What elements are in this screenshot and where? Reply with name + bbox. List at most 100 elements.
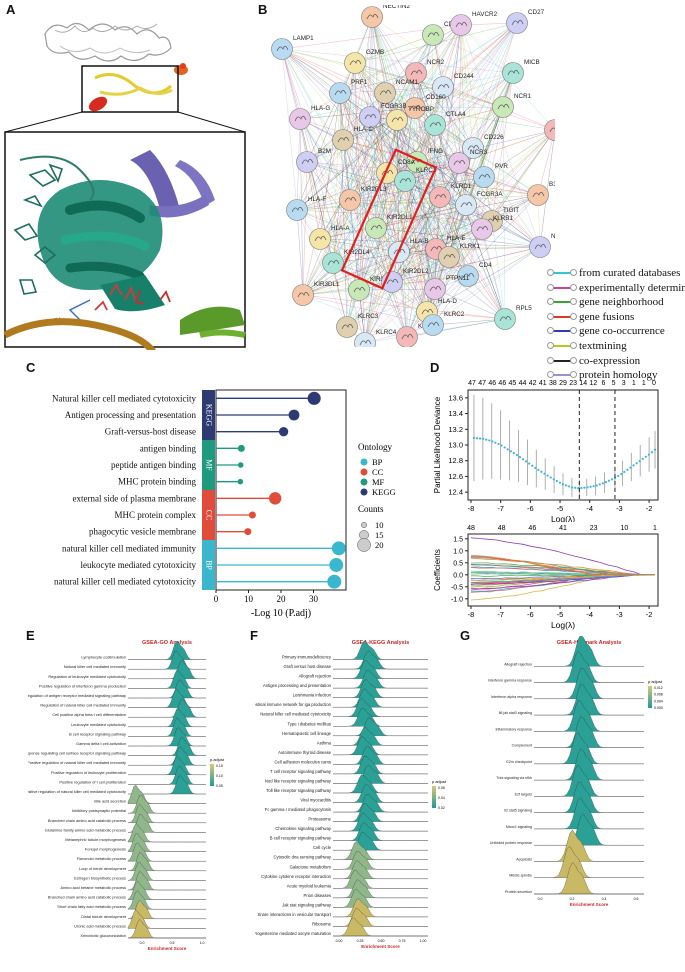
network-edge	[319, 238, 400, 253]
top-tick-label: 1	[632, 380, 636, 387]
node-circle	[348, 279, 370, 301]
y-tick-label: 12.6	[448, 472, 463, 481]
legend-label: 15	[375, 530, 384, 540]
ridge-density	[533, 748, 645, 781]
network-edge	[296, 209, 304, 296]
ridge-term-label: Branched chain amino acid catabolic proc…	[48, 818, 126, 823]
ridge-term-label: Cytosolic dna sensing pathway	[274, 855, 332, 860]
node-structure-icon	[341, 323, 354, 330]
coefficient-path	[470, 537, 656, 576]
ridge-density	[332, 727, 429, 746]
node-structure-icon	[434, 193, 447, 200]
node-structure-icon	[534, 243, 547, 250]
cv-point	[497, 442, 500, 446]
node-structure-icon	[344, 196, 357, 203]
ridge-term-label: Positive regulation of interferon gamma …	[39, 683, 126, 688]
network-edge	[302, 294, 434, 326]
network-edge	[416, 22, 518, 163]
x-axis-label: Enrichment Score	[148, 946, 187, 951]
network-edge	[414, 107, 441, 198]
network-edge	[404, 180, 539, 196]
network-node: CD160	[404, 94, 446, 119]
network-edge	[432, 34, 514, 74]
ridge-term-label: Natural killer cell mediated immunity	[64, 664, 126, 669]
node-structure-icon	[478, 173, 491, 180]
network-edge	[346, 204, 467, 328]
network-edge	[319, 204, 467, 240]
node-label: CD8A	[398, 159, 416, 166]
network-node: NCR1	[492, 93, 532, 118]
ridge-density	[127, 852, 206, 871]
node-structure-icon	[297, 291, 310, 298]
network-edge	[375, 227, 469, 277]
node-structure-icon	[429, 121, 442, 128]
node-label: KLRC3	[358, 313, 379, 320]
network-edge	[302, 281, 393, 296]
legend-label: 20	[375, 540, 384, 550]
network-edge	[319, 238, 434, 326]
ridge-density	[128, 765, 206, 785]
ontology-strip	[202, 490, 215, 540]
network-edge	[491, 220, 506, 320]
node-label: CD27	[528, 9, 545, 16]
lollipop-dot	[307, 391, 321, 405]
legend-dot	[360, 488, 368, 496]
node-circle	[339, 189, 361, 211]
x-tick-label: -3	[616, 504, 623, 513]
network-node: CD8A	[376, 159, 416, 184]
ridge-term-label: Short chain fatty acid metabolic process	[57, 904, 126, 909]
node-label: NCR3	[470, 149, 488, 156]
top-tick-label: 46	[488, 380, 496, 387]
network-edge	[448, 256, 506, 320]
node-label: KIR2DL1	[387, 214, 413, 221]
ridge-term-label: Intestinal immune network for iga produc…	[255, 702, 332, 707]
x-axis-label: Log(λ)	[551, 620, 575, 630]
x-tick-label: -6	[527, 610, 534, 619]
gsea-go-ridge-chart: GSEA-GO Analysis Lymphocyte costimulation…	[28, 640, 225, 951]
cv-point	[564, 484, 568, 487]
cv-point	[620, 472, 623, 476]
ridge-term-label: Il2 stat5 signaling	[504, 809, 532, 813]
ontology-strip-label: MF	[205, 459, 214, 471]
x-tick-label: -5	[557, 610, 564, 619]
network-edge	[406, 275, 469, 338]
chart-title: GSEA-GO Analysis	[142, 640, 192, 646]
cv-point	[521, 458, 525, 461]
x-tick-label: 10	[244, 594, 254, 604]
network-edge	[386, 22, 518, 174]
panel-label-g: G	[460, 628, 471, 643]
ridge-density	[332, 641, 429, 660]
ridge-term-label: Glutamine family amino acid metabolic pr…	[45, 827, 126, 832]
network-edge	[398, 162, 460, 253]
legend-swatch	[547, 312, 577, 320]
coefficient-path	[470, 574, 656, 582]
y-tick-label: 1.0	[453, 548, 463, 555]
network-edge	[281, 48, 514, 74]
cv-point	[567, 485, 571, 488]
network-node: PTPN11	[424, 275, 470, 300]
node-label: NCR2	[427, 59, 445, 66]
cv-point	[555, 479, 558, 483]
lollipop-dot	[248, 511, 256, 519]
node-label: RPL5	[516, 305, 532, 312]
network-edge	[416, 161, 436, 290]
node-label: CD244	[454, 73, 474, 80]
panel-label-c: C	[26, 360, 36, 375]
x-tick-label: 0.25	[357, 939, 364, 943]
node-label: HLA-E	[447, 235, 466, 242]
network-edge	[415, 72, 467, 206]
network-edge	[339, 92, 418, 163]
ppi-network: LAMP1NECTIN2CD96HAVCR2CD27GZMBMICBNCR2CD…	[271, 5, 555, 347]
term-label: MHC protein complex	[115, 510, 197, 520]
node-label: CD226	[484, 134, 504, 141]
network-legend-item: from curated databases	[547, 266, 685, 281]
ridge-term-label: Viral myocarditis	[300, 798, 331, 803]
ridge-term-label: Cell cycle	[313, 845, 332, 850]
cv-point	[549, 476, 552, 479]
coefficient-path	[470, 572, 656, 576]
network-legend-item: gene co-occurrence	[547, 324, 685, 339]
ridge-term-label: Progesterone mediated oocyte maturation	[255, 931, 332, 936]
lasso-coefficient-chart: -8 -7 -6 -5 -4 -3 -2 -1.0 -0.5 0.0 0.5 1.0 1.5 48 48 46…	[433, 525, 659, 630]
ridge-term-label: Positive regulation of natural killer ce…	[28, 789, 126, 794]
ridge-density	[333, 774, 428, 794]
